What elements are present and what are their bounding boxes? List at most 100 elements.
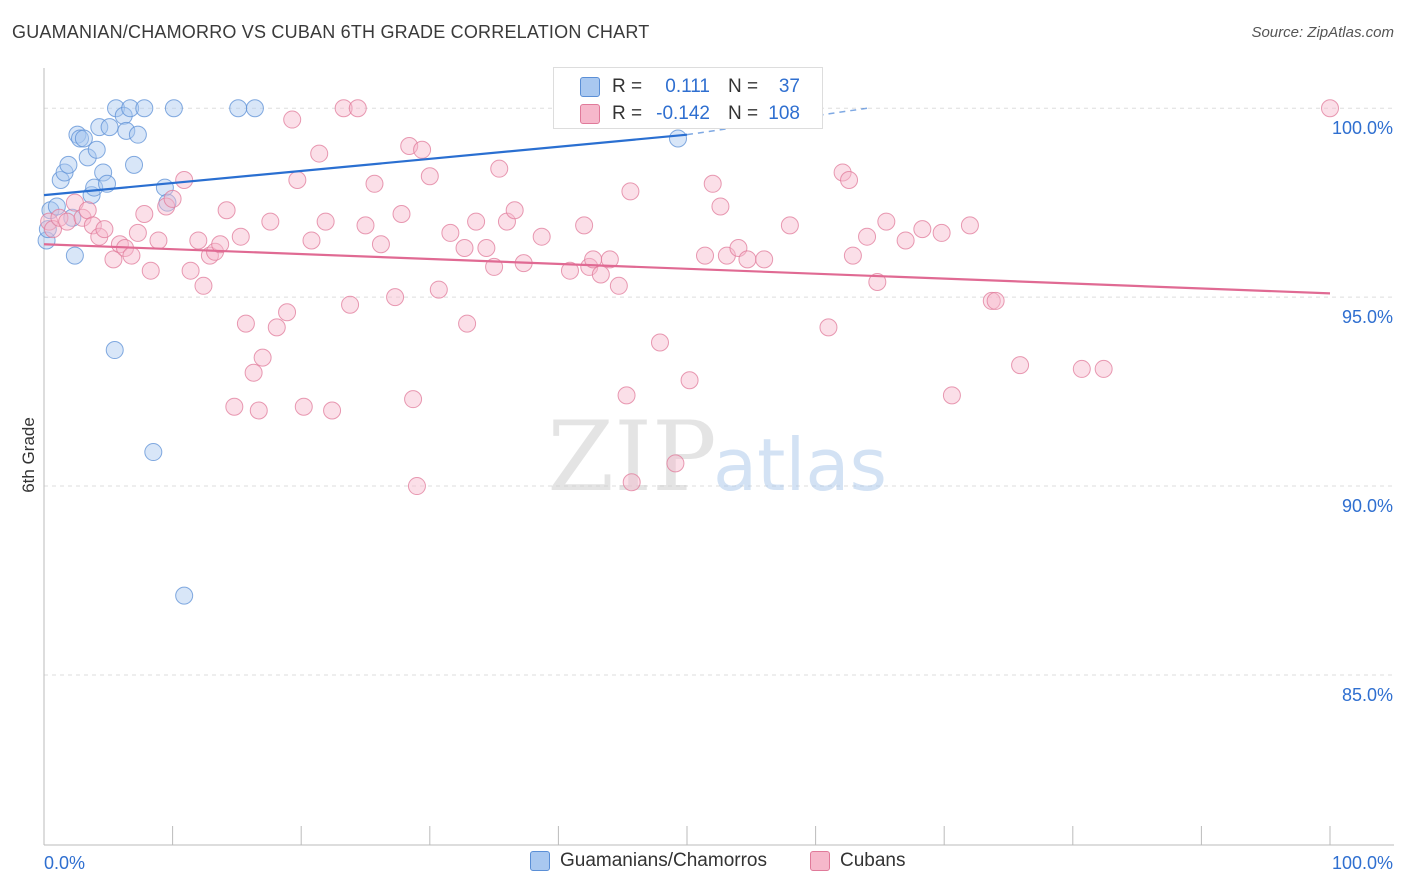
point-cuban [404,390,423,409]
point-cuban [58,212,77,231]
point-cuban [868,273,887,292]
point-cuban [467,212,486,231]
watermark: ZIP atlas [547,401,887,513]
point-cuban [617,386,636,405]
point-guamanian [128,125,147,144]
trend-line-guamanian [43,133,688,197]
point-cuban [1094,359,1113,378]
stats-r-value: 0.111 [665,76,710,97]
point-cuban [348,99,367,118]
point-guamanian [229,99,248,118]
data-points [37,99,1339,605]
point-guamanian [117,121,136,140]
point-guamanian [114,106,133,125]
point-cuban [843,246,862,265]
point-cuban [157,197,176,216]
point-guamanian [125,155,144,174]
point-cuban [477,239,496,258]
point-guamanian [135,99,154,118]
point-cuban [310,144,329,163]
point-cuban [666,454,685,473]
point-cuban [609,276,628,295]
point-cuban [840,171,859,190]
point-cuban [181,261,200,280]
point-guamanian [74,129,93,148]
point-cuban [982,291,1001,310]
y-tick-label: 95.0% [1342,307,1393,327]
y-tick-label: 100.0% [1332,118,1393,138]
point-cuban [986,291,1005,310]
point-guamanian [121,99,140,118]
y-tick-label: 85.0% [1342,685,1393,705]
point-guamanian [65,246,84,265]
stats-box: R = 0.111 N = 37 R = -0.142 N = 108 [553,67,823,129]
axes [43,68,1394,846]
point-cuban [302,231,321,250]
point-cuban [913,220,932,239]
point-cuban [323,401,342,420]
point-cuban [249,401,268,420]
y-axis-title: 6th Grade [19,417,38,493]
point-guamanian [144,443,163,462]
point-cuban [858,227,877,246]
point-cuban [458,314,477,333]
point-cuban [278,303,297,322]
legend-swatch-guamanian [530,851,550,871]
point-guamanian [38,220,57,239]
point-cuban [175,171,194,190]
trend-lines [43,107,1331,295]
legend-item-guamanian[interactable]: Guamanians/Chamorros [530,850,767,872]
point-guamanian [107,99,126,118]
point-guamanian [71,129,90,148]
chart-title: GUAMANIAN/CHAMORRO VS CUBAN 6TH GRADE CO… [12,22,650,42]
point-cuban [738,250,757,269]
point-guamanian [78,148,97,167]
point-cuban [591,265,610,284]
point-cuban [104,250,123,269]
point-cuban [283,110,302,129]
stats-r-label: R = [612,76,643,97]
legend-swatch-cuban [810,851,830,871]
point-cuban [455,239,474,258]
point-guamanian [175,586,194,605]
point-cuban [189,231,208,250]
x-tick-label: 0.0% [44,853,85,873]
point-cuban [932,223,951,242]
legend-label-cuban: Cubans [840,850,906,871]
point-cuban [149,231,168,250]
point-cuban [407,477,426,496]
point-cuban [392,205,411,224]
point-guamanian [105,341,124,360]
point-cuban [429,280,448,299]
point-cuban [621,182,640,201]
point-guamanian [59,155,78,174]
point-cuban [680,371,699,390]
point-guamanian [87,140,106,159]
point-cuban [877,212,896,231]
point-cuban [225,397,244,416]
point-cuban [128,223,147,242]
tick-labels: 100.0% 95.0% 90.0% 85.0% 0.0% 100.0% [44,118,1393,873]
point-guamanian [245,99,264,118]
point-cuban [261,212,280,231]
point-cuban [386,288,405,307]
watermark-zip: ZIP [547,401,716,513]
point-cuban [711,197,730,216]
point-cuban [600,250,619,269]
point-guamanian [164,99,183,118]
point-cuban [650,333,669,352]
stats-r-value: -0.142 [656,103,710,124]
point-cuban [532,227,551,246]
stats-n-value: 37 [778,76,800,97]
legend-item-cuban[interactable]: Cubans [810,850,906,872]
gridlines [44,107,1394,676]
stats-n-label: N = [728,76,759,97]
point-cuban [371,235,390,254]
point-cuban [217,201,236,220]
point-cuban [211,235,230,254]
point-cuban [960,216,979,235]
point-cuban [135,205,154,224]
point-cuban [44,220,63,239]
point-cuban [244,363,263,382]
